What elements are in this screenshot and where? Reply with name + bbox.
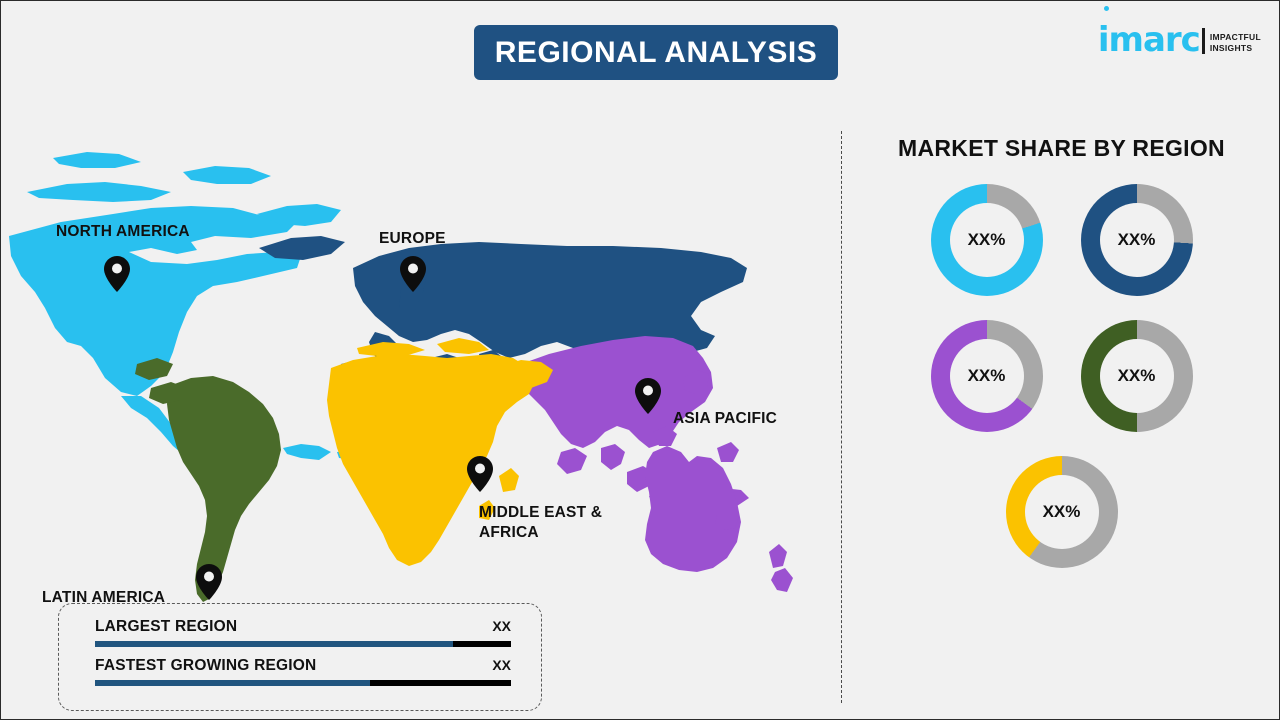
donut-hole-europe: XX% — [1099, 203, 1174, 277]
legend-label-largest-region: LARGEST REGION — [95, 618, 238, 635]
legend-label-fastest-growing-region: FASTEST GROWING REGION — [95, 657, 317, 674]
legend-bar-fill-fastest-growing-region — [95, 680, 370, 686]
donut-europe[interactable]: XX% — [1080, 184, 1193, 296]
legend-row-largest-region: LARGEST REGION XX — [95, 618, 511, 647]
legend-row-fastest-growing-region: FASTEST GROWING REGION XX — [95, 657, 511, 686]
market-share-title: MARKET SHARE BY REGION — [898, 135, 1225, 161]
logo-divider-bar — [1201, 28, 1205, 54]
donut-hole-latin-america: XX% — [1099, 339, 1174, 413]
map-pin-europe-icon[interactable] — [400, 256, 426, 292]
legend-bar-fastest-growing-region — [95, 680, 511, 686]
logo-wordmark: imarc — [1097, 20, 1201, 60]
map-label-north-america: NORTH AMERICA — [56, 223, 190, 240]
donut-value-asia-pacific: XX% — [967, 366, 1006, 385]
donut-value-middle-east-africa: XX% — [1042, 502, 1081, 521]
logo-dot-icon — [1103, 6, 1109, 11]
map-pin-north-america-icon[interactable] — [104, 256, 130, 292]
page-title-banner: REGIONAL ANALYSIS — [474, 25, 838, 80]
donut-value-latin-america: XX% — [1117, 366, 1156, 385]
logo-tagline: IMPACTFUL INSIGHTS — [1210, 32, 1261, 54]
map-label-asia-pacific: ASIA PACIFIC — [673, 410, 778, 427]
world-map-panel: NORTH AMERICA EUROPE ASIA PACIFIC MIDDLE… — [1, 96, 831, 606]
donut-middle-east-africa[interactable]: XX% — [1005, 456, 1118, 568]
page-title: REGIONAL ANALYSIS — [494, 35, 818, 69]
donut-row-last: XX% — [842, 456, 1279, 568]
region-asia-pacific[interactable] — [517, 336, 793, 592]
legend-bar-largest-region — [95, 641, 511, 647]
map-pin-middle-east-africa-icon[interactable] — [467, 456, 493, 492]
market-share-panel: MARKET SHARE BY REGION XX% XX% XX% XX% — [842, 121, 1279, 703]
map-label-europe: EUROPE — [379, 230, 446, 247]
donut-asia-pacific[interactable]: XX% — [930, 320, 1043, 432]
legend-value-largest-region: XX — [492, 618, 511, 634]
donut-value-north-america: XX% — [967, 230, 1006, 249]
donut-hole-asia-pacific: XX% — [949, 339, 1024, 413]
donut-hole-middle-east-africa: XX% — [1024, 475, 1099, 549]
donut-value-europe: XX% — [1117, 230, 1156, 249]
donut-latin-america[interactable]: XX% — [1080, 320, 1193, 432]
panel-divider — [841, 131, 842, 703]
legend-bar-fill-largest-region — [95, 641, 453, 647]
donut-north-america[interactable]: XX% — [930, 184, 1043, 296]
map-pin-asia-pacific-icon[interactable] — [635, 378, 661, 414]
region-latin-america[interactable] — [135, 358, 281, 602]
donut-chart-grid: XX% XX% XX% XX% — [842, 184, 1279, 432]
legend-value-fastest-growing-region: XX — [492, 657, 511, 673]
region-middle-east-africa[interactable] — [327, 338, 553, 566]
region-summary-box: LARGEST REGION XX FASTEST GROWING REGION… — [58, 603, 542, 711]
logo-tagline-line2: INSIGHTS — [1209, 43, 1253, 53]
logo-tagline-line1: IMPACTFUL — [1209, 32, 1261, 42]
map-label-latin-america: LATIN AMERICA — [42, 589, 166, 606]
world-map-graphic — [9, 152, 793, 602]
map-label-middle-east-africa: MIDDLE EAST & AFRICA — [479, 504, 603, 541]
map-pin-latin-america-icon[interactable] — [196, 564, 222, 600]
imarc-logo: imarc IMPACTFUL INSIGHTS — [1097, 6, 1261, 60]
donut-hole-north-america: XX% — [949, 203, 1024, 277]
